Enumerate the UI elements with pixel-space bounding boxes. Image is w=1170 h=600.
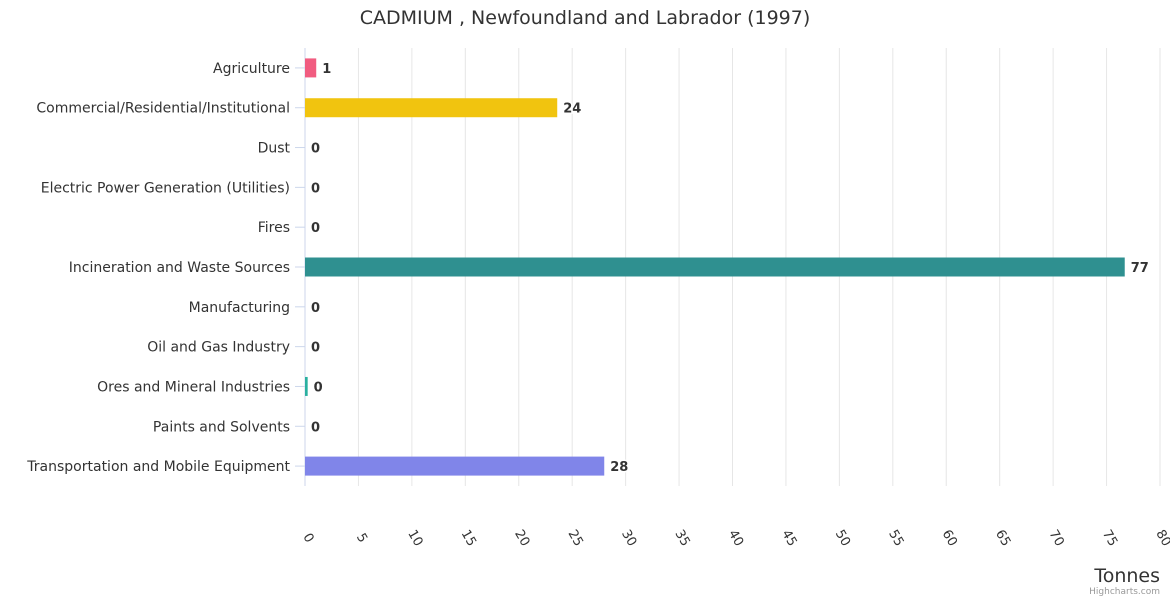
chart-title: CADMIUM , Newfoundland and Labrador (199…: [360, 7, 811, 29]
x-axis-title: Tonnes: [1093, 565, 1160, 587]
x-tick-label: 45: [778, 527, 799, 549]
data-label: 1: [322, 62, 331, 77]
x-tick-label: 40: [725, 527, 746, 549]
x-tick-label: 35: [671, 527, 692, 549]
x-tick-label: 75: [1099, 527, 1120, 549]
category-label: Manufacturing: [189, 300, 290, 316]
x-tick-label: 15: [458, 527, 479, 549]
data-label: 0: [311, 142, 320, 157]
bar[interactable]: [305, 58, 317, 78]
x-tick-label: 20: [511, 527, 532, 549]
data-label: 77: [1131, 261, 1149, 276]
category-label: Paints and Solvents: [153, 419, 290, 435]
x-tick-label: 30: [618, 527, 639, 549]
category-axis: Agriculture Commercial/Residential/Instit…: [26, 61, 305, 475]
category-label: Incineration and Waste Sources: [69, 260, 290, 276]
value-axis: 0 5 10 15 20 25 30 35 40 45 50 55 60 65 70 75 80: [299, 527, 1170, 549]
data-label: 0: [311, 221, 320, 236]
x-tick-label: 50: [832, 527, 853, 549]
data-label: 0: [314, 380, 323, 395]
x-tick-label: 10: [404, 527, 425, 549]
x-tick-label: 5: [353, 531, 370, 546]
bar[interactable]: [305, 98, 558, 118]
category-label: Dust: [258, 141, 291, 157]
x-tick-label: 80: [1152, 527, 1170, 549]
data-label: 0: [311, 301, 320, 316]
category-label: Electric Power Generation (Utilities): [41, 180, 290, 196]
x-tick-label: 25: [565, 527, 586, 549]
bar-series: 1 24 0 0 0 77 0 0 0 0 28: [305, 58, 1150, 477]
x-tick-label: 55: [885, 527, 906, 549]
category-label: Oil and Gas Industry: [147, 340, 290, 356]
category-label: Agriculture: [213, 61, 290, 77]
x-tick-label: 65: [992, 527, 1013, 549]
credits-link[interactable]: Highcharts.com: [1089, 587, 1160, 597]
category-label: Fires: [258, 220, 290, 236]
x-tick-label: 70: [1046, 527, 1067, 549]
category-label: Ores and Mineral Industries: [97, 379, 290, 395]
data-label: 0: [311, 181, 320, 196]
data-label: 0: [311, 341, 320, 356]
data-label: 0: [311, 420, 320, 435]
data-label: 24: [563, 102, 581, 117]
bar[interactable]: [305, 257, 1125, 277]
bar[interactable]: [305, 376, 308, 396]
category-label: Commercial/Residential/Institutional: [36, 101, 290, 117]
bar[interactable]: [305, 456, 605, 476]
category-label: Transportation and Mobile Equipment: [26, 459, 290, 475]
x-tick-label: 60: [939, 527, 960, 549]
data-label: 28: [610, 460, 628, 475]
x-tick-label: 0: [299, 531, 316, 546]
